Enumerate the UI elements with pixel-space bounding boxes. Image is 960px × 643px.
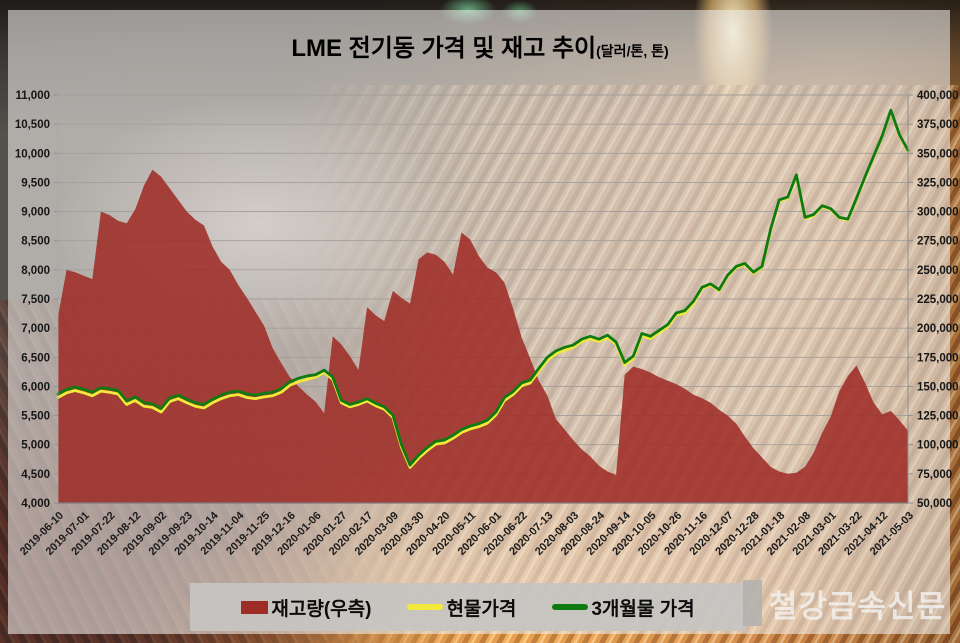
svg-text:8,500: 8,500 [21, 236, 50, 248]
svg-text:200,000: 200,000 [917, 323, 959, 335]
y-axis-right: 400,000 375,000 350,000 325,000 300,000 275,0… [917, 90, 959, 510]
svg-text:250,000: 250,000 [917, 265, 959, 277]
legend-item-spot: 현물가격 [407, 594, 516, 621]
watermark-text: 철강금속신문 [768, 588, 946, 624]
legend-label-futures: 3개월물 가격 [591, 598, 695, 620]
title-bar: LME 전기동 가격 및 재고 추이(달러/톤, 톤) [0, 28, 960, 63]
svg-text:5,500: 5,500 [21, 411, 50, 423]
x-axis-labels: 2019-06-102019-07-012019-07-222019-08-12… [18, 509, 916, 558]
svg-text:10,000: 10,000 [15, 148, 50, 160]
watermark-logo-block [742, 580, 762, 626]
y-axis-left: 11,000 10,500 10,000 9,500 9,000 8,500 8,000 7,… [15, 90, 50, 510]
inventory-swatch [241, 600, 269, 614]
svg-text:300,000: 300,000 [917, 207, 959, 219]
legend-item-futures: 3개월물 가격 [552, 594, 695, 621]
svg-text:10,500: 10,500 [15, 119, 50, 131]
chart-subtitle: (달러/톤, 톤) [596, 43, 669, 59]
svg-text:275,000: 275,000 [917, 236, 959, 248]
svg-text:175,000: 175,000 [917, 352, 959, 364]
svg-text:50,000: 50,000 [917, 498, 952, 510]
svg-text:150,000: 150,000 [917, 381, 959, 393]
spot-swatch [407, 604, 444, 610]
legend-label-inventory: 재고량(우측) [271, 598, 372, 620]
legend: 재고량(우측) 현물가격 3개월물 가격 [190, 583, 746, 631]
svg-text:400,000: 400,000 [917, 90, 959, 102]
svg-text:11,000: 11,000 [15, 90, 50, 102]
svg-text:7,500: 7,500 [21, 294, 50, 306]
futures-price-line [56, 108, 910, 467]
svg-text:75,000: 75,000 [917, 469, 952, 481]
svg-text:4,000: 4,000 [21, 498, 50, 510]
svg-text:4,500: 4,500 [21, 469, 50, 481]
inventory-area [58, 169, 908, 504]
legend-label-spot: 현물가격 [446, 598, 517, 620]
svg-text:8,000: 8,000 [21, 265, 50, 277]
svg-text:6,000: 6,000 [21, 381, 50, 393]
svg-text:5,000: 5,000 [21, 440, 50, 452]
svg-text:375,000: 375,000 [917, 119, 959, 131]
svg-text:100,000: 100,000 [917, 440, 959, 452]
svg-text:7,000: 7,000 [21, 323, 50, 335]
svg-text:9,500: 9,500 [21, 177, 50, 189]
legend-item-inventory: 재고량(우측) [241, 594, 371, 621]
futures-swatch [552, 604, 589, 610]
svg-text:6,500: 6,500 [21, 352, 50, 364]
svg-text:225,000: 225,000 [917, 294, 959, 306]
svg-text:9,000: 9,000 [21, 207, 50, 219]
watermark: 철강금속신문 [742, 580, 946, 626]
svg-text:350,000: 350,000 [917, 148, 959, 160]
chart-title: LME 전기동 가격 및 재고 추이 [291, 35, 597, 62]
svg-text:125,000: 125,000 [917, 411, 959, 423]
svg-text:325,000: 325,000 [917, 177, 959, 189]
